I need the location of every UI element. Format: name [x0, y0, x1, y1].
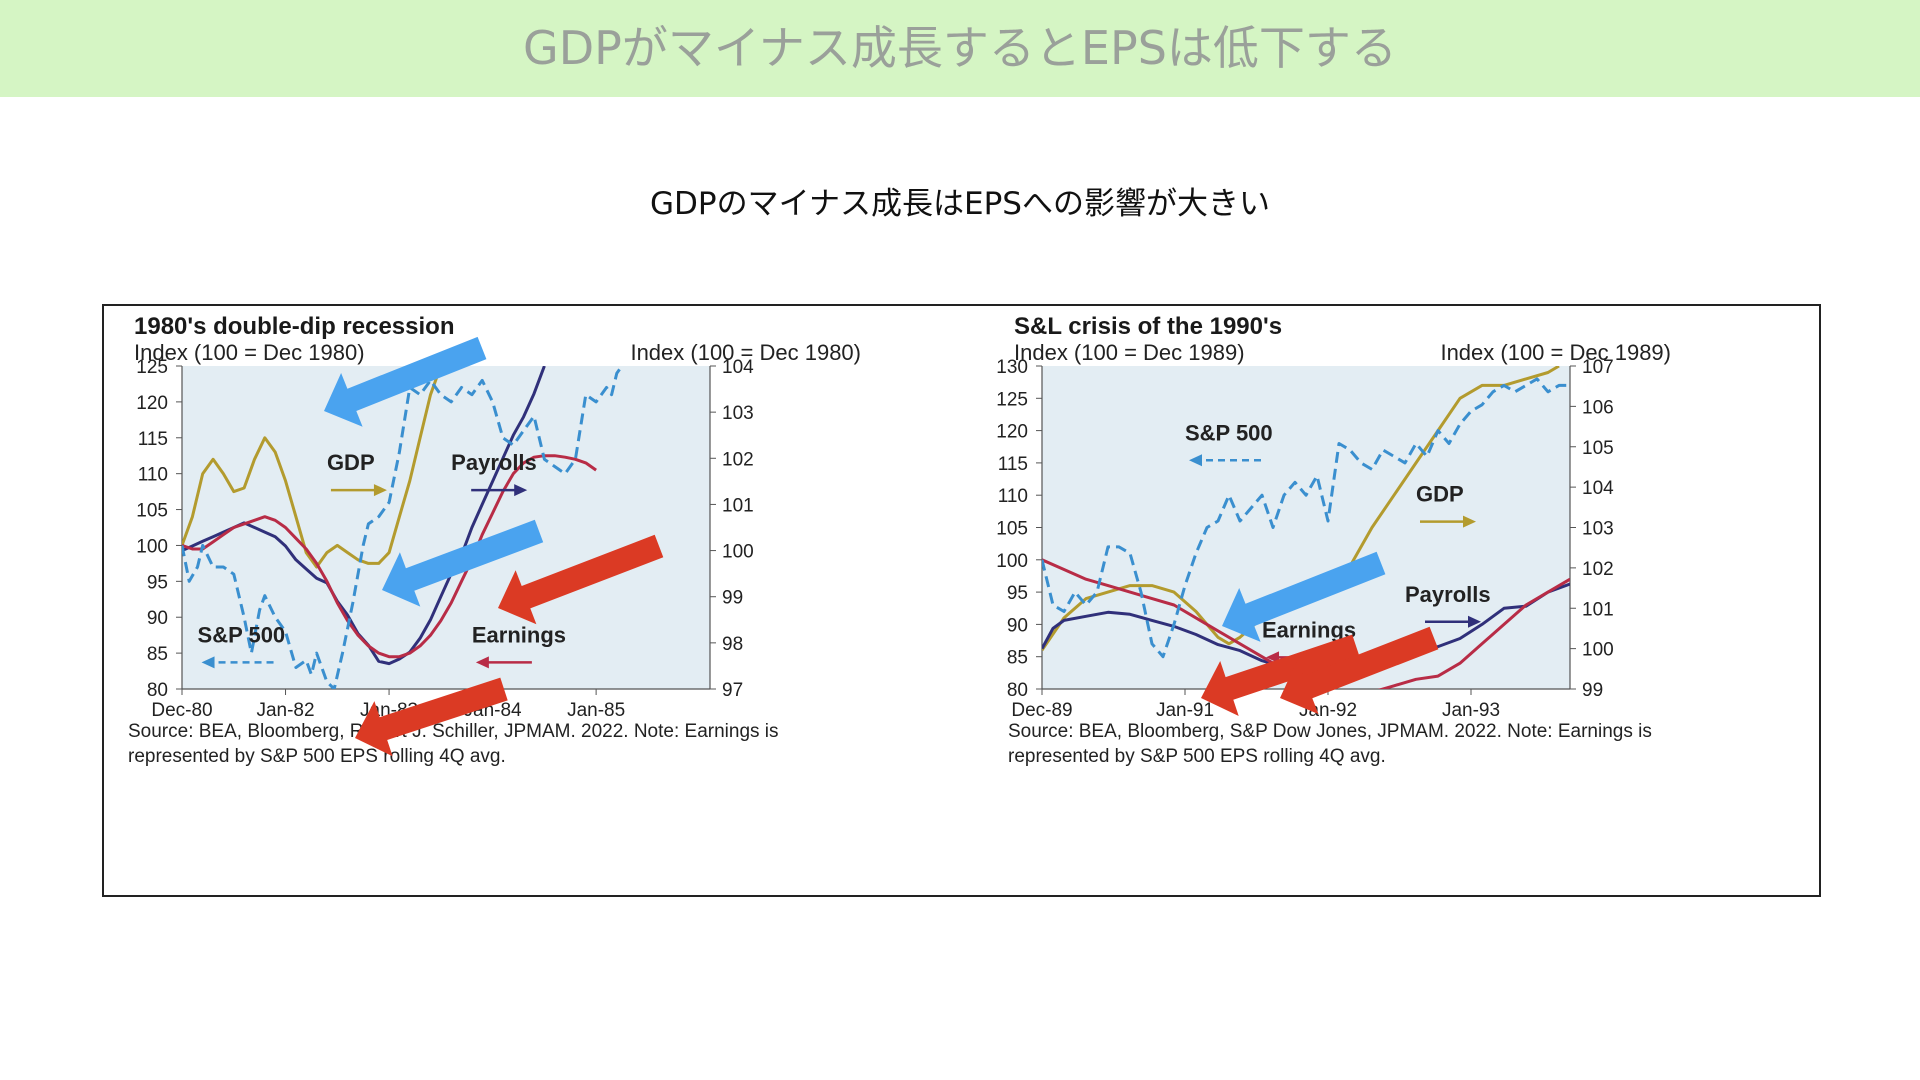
annotation-arrow-red [1201, 634, 1360, 716]
y-left-tick-label: 110 [138, 465, 168, 486]
y-left-tick-label: 90 [1007, 615, 1028, 636]
y-left-tick-label: 100 [996, 551, 1028, 572]
series-label-payrolls: Payrolls [1405, 582, 1491, 607]
y-left-tick-label: 95 [1007, 583, 1028, 604]
y-right-tick-label: 107 [1582, 357, 1614, 378]
series-label-earnings: Earnings [1262, 617, 1356, 642]
y-left-tick-label: 100 [136, 536, 168, 557]
annotation-arrow-blue [324, 336, 487, 427]
plot-area [1042, 366, 1570, 689]
y-left-tick-label: 80 [147, 680, 168, 701]
source-note: represented by S&P 500 EPS rolling 4Q av… [128, 746, 506, 767]
y-left-tick-label: 125 [136, 357, 168, 378]
series-label-gdp: GDP [1416, 482, 1464, 507]
y-right-tick-label: 101 [722, 495, 754, 516]
y-right-tick-label: 104 [722, 357, 754, 378]
y-right-tick-label: 98 [722, 634, 743, 655]
y-left-tick-label: 130 [996, 357, 1028, 378]
series-line-sp500 [1042, 377, 1570, 659]
x-tick-label: Dec-89 [1011, 700, 1072, 721]
y-axis-right-label: Index (100 = Dec 1989) [1440, 340, 1671, 365]
series-line-sp500 [182, 366, 624, 689]
legend-arrow-head [514, 484, 528, 497]
series-line-earnings [182, 454, 597, 659]
y-left-tick-label: 105 [136, 501, 168, 522]
y-right-tick-label: 101 [1582, 599, 1614, 620]
y-left-tick-label: 95 [147, 572, 168, 593]
y-right-tick-label: 99 [1582, 680, 1603, 701]
legend-arrow-head [475, 656, 489, 669]
x-tick-label: Jan-85 [567, 700, 625, 721]
y-axis-left-label: Index (100 = Dec 1980) [134, 340, 365, 365]
y-left-tick-label: 115 [998, 454, 1028, 475]
y-left-tick-label: 85 [147, 644, 168, 665]
y-left-tick-label: 105 [996, 519, 1028, 540]
y-right-tick-label: 99 [722, 588, 743, 609]
y-right-tick-label: 102 [722, 449, 754, 470]
y-left-tick-label: 110 [998, 486, 1028, 507]
source-note: Source: BEA, Bloomberg, S&P Dow Jones, J… [1008, 721, 1652, 742]
series-label-payrolls: Payrolls [451, 450, 537, 475]
y-left-tick-label: 115 [138, 429, 168, 450]
x-tick-label: Dec-80 [151, 700, 212, 721]
y-axis-right-label: Index (100 = Dec 1980) [630, 340, 861, 365]
y-right-tick-label: 103 [1582, 519, 1614, 540]
y-left-tick-label: 125 [996, 389, 1028, 410]
source-note: represented by S&P 500 EPS rolling 4Q av… [1008, 746, 1386, 767]
source-note: Source: BEA, Bloomberg, Robert J. Schill… [128, 721, 779, 742]
y-left-tick-label: 85 [1007, 648, 1028, 669]
series-line-gdp [182, 366, 443, 569]
legend-arrow-head [1189, 454, 1202, 467]
charts-frame: 1980's double-dip recession Index (100 = … [102, 304, 1821, 897]
header-banner [0, 0, 1920, 97]
y-right-tick-label: 100 [1582, 640, 1614, 661]
annotation-arrow-red [355, 677, 508, 757]
x-tick-label: Jan-91 [1156, 700, 1214, 721]
y-left-tick-label: 80 [1007, 680, 1028, 701]
y-right-tick-label: 104 [1582, 478, 1614, 499]
plot-area [182, 366, 710, 689]
legend-arrow-head [373, 484, 387, 497]
y-right-tick-label: 100 [722, 542, 754, 563]
y-right-tick-label: 97 [722, 680, 743, 701]
y-left-tick-label: 90 [147, 608, 168, 629]
annotation-arrow-red [498, 534, 664, 625]
series-label-earnings: Earnings [472, 622, 566, 647]
page-title: GDPがマイナス成長するとEPSは低下する [523, 21, 1397, 75]
y-left-tick-label: 120 [136, 393, 168, 414]
chart-title: 1980's double-dip recession [134, 313, 454, 340]
annotation-arrow-red [1280, 626, 1439, 715]
series-label-gdp: GDP [327, 450, 375, 475]
series-label-sp500: S&P 500 [1185, 420, 1273, 445]
y-right-tick-label: 106 [1582, 397, 1614, 418]
y-right-tick-label: 103 [722, 403, 754, 424]
y-right-tick-label: 105 [1582, 438, 1614, 459]
legend-arrow-head [1463, 515, 1476, 528]
y-right-tick-label: 102 [1582, 559, 1614, 580]
annotation-arrow-blue [382, 519, 544, 607]
page-subtitle: GDPのマイナス成長はEPSへの影響が大きい [650, 186, 1270, 222]
y-axis-left-label: Index (100 = Dec 1989) [1014, 340, 1245, 365]
series-label-sp500: S&P 500 [198, 622, 286, 647]
y-left-tick-label: 120 [996, 422, 1028, 443]
legend-arrow-head [1468, 615, 1481, 628]
legend-arrow-head [201, 656, 215, 669]
annotation-arrow-blue [1222, 551, 1386, 642]
x-tick-label: Jan-93 [1442, 700, 1500, 721]
x-tick-label: Jan-82 [256, 700, 314, 721]
chart-title: S&L crisis of the 1990's [1014, 313, 1282, 340]
